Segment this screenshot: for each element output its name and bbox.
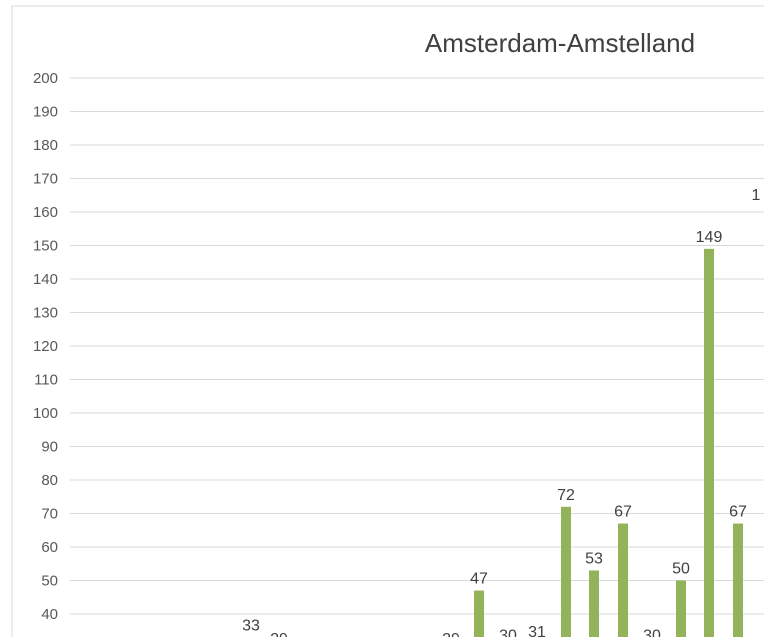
data-label: 67 bbox=[729, 504, 747, 521]
data-label: 53 bbox=[585, 550, 603, 567]
y-tick-label: 150 bbox=[33, 238, 58, 255]
bar bbox=[733, 523, 743, 637]
chart-border bbox=[11, 5, 764, 637]
bars bbox=[474, 248, 743, 637]
data-label: 30 bbox=[499, 628, 517, 637]
y-tick-label: 80 bbox=[41, 472, 58, 489]
data-label-partial: 1 bbox=[752, 187, 761, 204]
y-axis-ticks: 40 50 60 70 80 90 100 110 120 130 140 150 160 170 180 1… bbox=[33, 70, 58, 623]
bar bbox=[704, 248, 714, 637]
chart-title: Amsterdam-Amstelland bbox=[425, 28, 695, 58]
data-label: 47 bbox=[470, 571, 488, 588]
y-tick-label: 100 bbox=[33, 405, 58, 422]
bar bbox=[618, 523, 628, 637]
y-tick-label: 160 bbox=[33, 204, 58, 221]
y-tick-label: 140 bbox=[33, 271, 58, 288]
bar bbox=[676, 580, 686, 637]
bar bbox=[474, 590, 484, 637]
data-label: 29 bbox=[442, 631, 460, 637]
gridlines bbox=[70, 77, 764, 615]
y-tick-label: 200 bbox=[33, 70, 58, 87]
data-label: 50 bbox=[672, 561, 690, 578]
y-tick-label: 130 bbox=[33, 305, 58, 322]
data-label: 29 bbox=[270, 631, 288, 637]
y-tick-label: 90 bbox=[41, 439, 58, 456]
y-tick-label: 40 bbox=[41, 606, 58, 623]
y-tick-label: 120 bbox=[33, 338, 58, 355]
y-tick-label: 110 bbox=[34, 372, 58, 389]
y-tick-label: 70 bbox=[41, 506, 58, 523]
y-tick-label: 60 bbox=[41, 539, 58, 556]
data-label: 33 bbox=[242, 617, 260, 634]
data-label: 149 bbox=[696, 229, 723, 246]
data-labels: 33 29 29 47 30 31 72 53 67 30 50 149 67 1 bbox=[242, 187, 760, 637]
y-tick-label: 180 bbox=[33, 137, 58, 154]
data-label: 31 bbox=[528, 624, 546, 637]
data-label: 30 bbox=[643, 628, 661, 637]
y-tick-label: 190 bbox=[33, 104, 58, 121]
data-label: 67 bbox=[614, 504, 632, 521]
y-tick-label: 50 bbox=[41, 573, 58, 590]
y-tick-label: 170 bbox=[33, 171, 58, 188]
bar bbox=[561, 506, 571, 637]
data-label: 72 bbox=[557, 487, 575, 504]
bar bbox=[589, 570, 599, 637]
